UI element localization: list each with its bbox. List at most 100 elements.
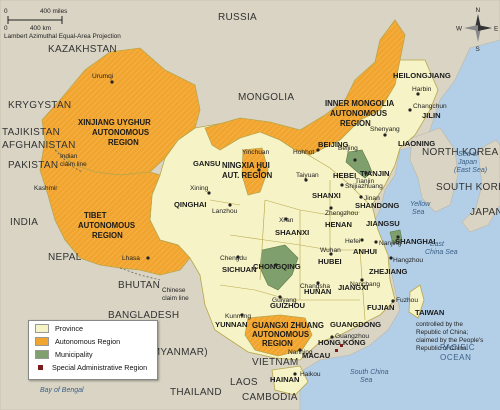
svg-text:AUTONOMOUS: AUTONOMOUS: [78, 221, 135, 230]
svg-text:0: 0: [4, 8, 8, 15]
svg-text:AUTONOMOUS: AUTONOMOUS: [92, 128, 149, 137]
taiwan-note-3: claimed by the People's: [416, 337, 483, 344]
beijing-tianjin: [345, 149, 373, 179]
svg-text:Lanzhou: Lanzhou: [212, 208, 238, 215]
japan-land: [461, 139, 500, 233]
hong-kong-marker: [340, 344, 343, 347]
taiwan-note-4: Republic of China.: [416, 345, 468, 352]
taiwan-note-2: Republic of China;: [416, 329, 468, 336]
svg-text:YUNNAN: YUNNAN: [215, 320, 248, 329]
svg-text:Zhengzhou: Zhengzhou: [325, 210, 358, 217]
indian-claim-label: Indian: [60, 153, 78, 160]
svg-text:ANHUI: ANHUI: [353, 247, 377, 256]
svg-text:Fuzhou: Fuzhou: [396, 297, 418, 304]
svg-text:SHANDONG: SHANDONG: [355, 201, 399, 210]
svg-text:ZHEJIANG: ZHEJIANG: [369, 267, 407, 276]
svg-text:BHUTAN: BHUTAN: [118, 280, 160, 291]
sea-labels: Sea of Japan (East Sea) Yellow Sea East …: [40, 151, 487, 394]
svg-text:BANGLADESH: BANGLADESH: [108, 310, 179, 321]
tibet-region: [39, 139, 191, 276]
svg-text:Harbin: Harbin: [412, 86, 432, 93]
legend-label: Province: [55, 324, 83, 333]
svg-text:NEPAL: NEPAL: [48, 252, 82, 263]
svg-text:Hangzhou: Hangzhou: [393, 257, 423, 264]
svg-text:LIAONING: LIAONING: [398, 139, 435, 148]
legend-sar: Special Administrative Region: [35, 362, 157, 373]
svg-text:TAIWAN: TAIWAN: [415, 308, 444, 317]
svg-text:TAJIKISTAN: TAJIKISTAN: [2, 127, 60, 138]
svg-text:JIANGSU: JIANGSU: [366, 219, 400, 228]
svg-text:TIBET: TIBET: [84, 211, 107, 220]
indian-claim-label-2: claim line: [60, 161, 87, 168]
svg-text:Hefei: Hefei: [345, 238, 361, 245]
taiwan-note: controlled by the: [416, 321, 463, 328]
svg-text:KAZAKHSTAN: KAZAKHSTAN: [48, 44, 117, 55]
svg-text:NORTH KOREA: NORTH KOREA: [422, 147, 498, 158]
compass-rose-icon: N S W E: [456, 7, 498, 53]
legend-municipality: Municipality: [35, 349, 157, 360]
chinese-claim-label-2: claim line: [162, 295, 189, 302]
guangxi-region: [244, 314, 313, 357]
svg-text:Changchun: Changchun: [413, 103, 447, 110]
svg-text:China Sea: China Sea: [425, 249, 458, 256]
autonomous-swatch: [35, 337, 49, 346]
legend-label: Autonomous Region: [55, 337, 121, 346]
svg-text:Nanjing: Nanjing: [379, 240, 402, 247]
svg-text:OCEAN: OCEAN: [440, 353, 471, 362]
svg-text:JIANGXI: JIANGXI: [338, 283, 368, 292]
country-labels: RUSSIA KAZAKHSTAN MONGOLIA KRYGYSTAN TAJ…: [2, 12, 500, 403]
svg-text:Haikou: Haikou: [300, 371, 321, 378]
svg-text:NINGXIA HUI: NINGXIA HUI: [222, 161, 270, 170]
svg-text:RUSSIA: RUSSIA: [218, 12, 257, 23]
svg-text:VIETNAM: VIETNAM: [252, 357, 299, 368]
svg-text:400 miles: 400 miles: [40, 8, 67, 15]
scale-bar: 0 400 miles 0 400 km Lambert Azimuthal E…: [4, 8, 121, 40]
svg-text:BEIJING: BEIJING: [318, 140, 348, 149]
svg-text:JAPAN: JAPAN: [470, 207, 500, 218]
svg-text:GANSU: GANSU: [193, 159, 221, 168]
svg-text:FUJIAN: FUJIAN: [367, 303, 394, 312]
municipality-labels: BEIJING TIANJIN SHANGHAI CHONGQING HONG …: [253, 140, 436, 360]
svg-text:(East Sea): (East Sea): [454, 167, 487, 174]
svg-text:SOUTH KOREA: SOUTH KOREA: [436, 182, 500, 193]
svg-text:PACIFIC: PACIFIC: [440, 343, 475, 352]
svg-text:Changsha: Changsha: [300, 283, 330, 290]
svg-text:AFGHANISTAN: AFGHANISTAN: [2, 140, 76, 151]
svg-text:INNER MONGOLIA: INNER MONGOLIA: [325, 99, 395, 108]
indian-claim-line: [54, 149, 83, 173]
svg-text:N: N: [476, 7, 481, 14]
svg-text:Wuhan: Wuhan: [320, 247, 341, 254]
svg-text:South China: South China: [350, 369, 389, 376]
svg-text:Japan: Japan: [457, 159, 477, 166]
hainan-island: [271, 365, 309, 396]
svg-text:Yinchuan: Yinchuan: [242, 149, 270, 156]
shanghai-municipality: [389, 229, 403, 245]
svg-text:Kunming: Kunming: [225, 313, 251, 320]
svg-text:CHONGQING: CHONGQING: [253, 262, 301, 271]
svg-text:Urumqi: Urumqi: [92, 73, 114, 80]
legend-label: Special Administrative Region: [52, 363, 148, 372]
svg-text:REGION: REGION: [340, 119, 371, 128]
svg-text:Hohhot: Hohhot: [293, 149, 314, 156]
svg-text:Nanchang: Nanchang: [350, 281, 380, 288]
svg-text:HAINAN: HAINAN: [270, 375, 300, 384]
legend-autonomous: Autonomous Region: [35, 336, 157, 347]
svg-text:TIANJIN: TIANJIN: [360, 169, 390, 178]
svg-text:LAOS: LAOS: [230, 377, 258, 388]
svg-text:Shenyang: Shenyang: [370, 126, 400, 133]
svg-text:Taiyuan: Taiyuan: [296, 172, 319, 179]
svg-text:GUIZHOU: GUIZHOU: [270, 301, 306, 310]
svg-text:QINGHAI: QINGHAI: [174, 200, 207, 209]
svg-text:KRYGYSTAN: KRYGYSTAN: [8, 100, 71, 111]
svg-text:GUANGDONG: GUANGDONG: [330, 320, 381, 329]
svg-text:JILIN: JILIN: [422, 111, 441, 120]
svg-text:MONGOLIA: MONGOLIA: [238, 92, 294, 103]
inner-mongolia-region: [204, 19, 406, 156]
svg-text:HUNAN: HUNAN: [304, 287, 331, 296]
svg-text:AUT. REGION: AUT. REGION: [222, 171, 273, 180]
svg-text:S: S: [476, 46, 480, 53]
svg-text:Guangzhou: Guangzhou: [335, 333, 369, 340]
svg-text:SHANXI: SHANXI: [312, 191, 341, 200]
